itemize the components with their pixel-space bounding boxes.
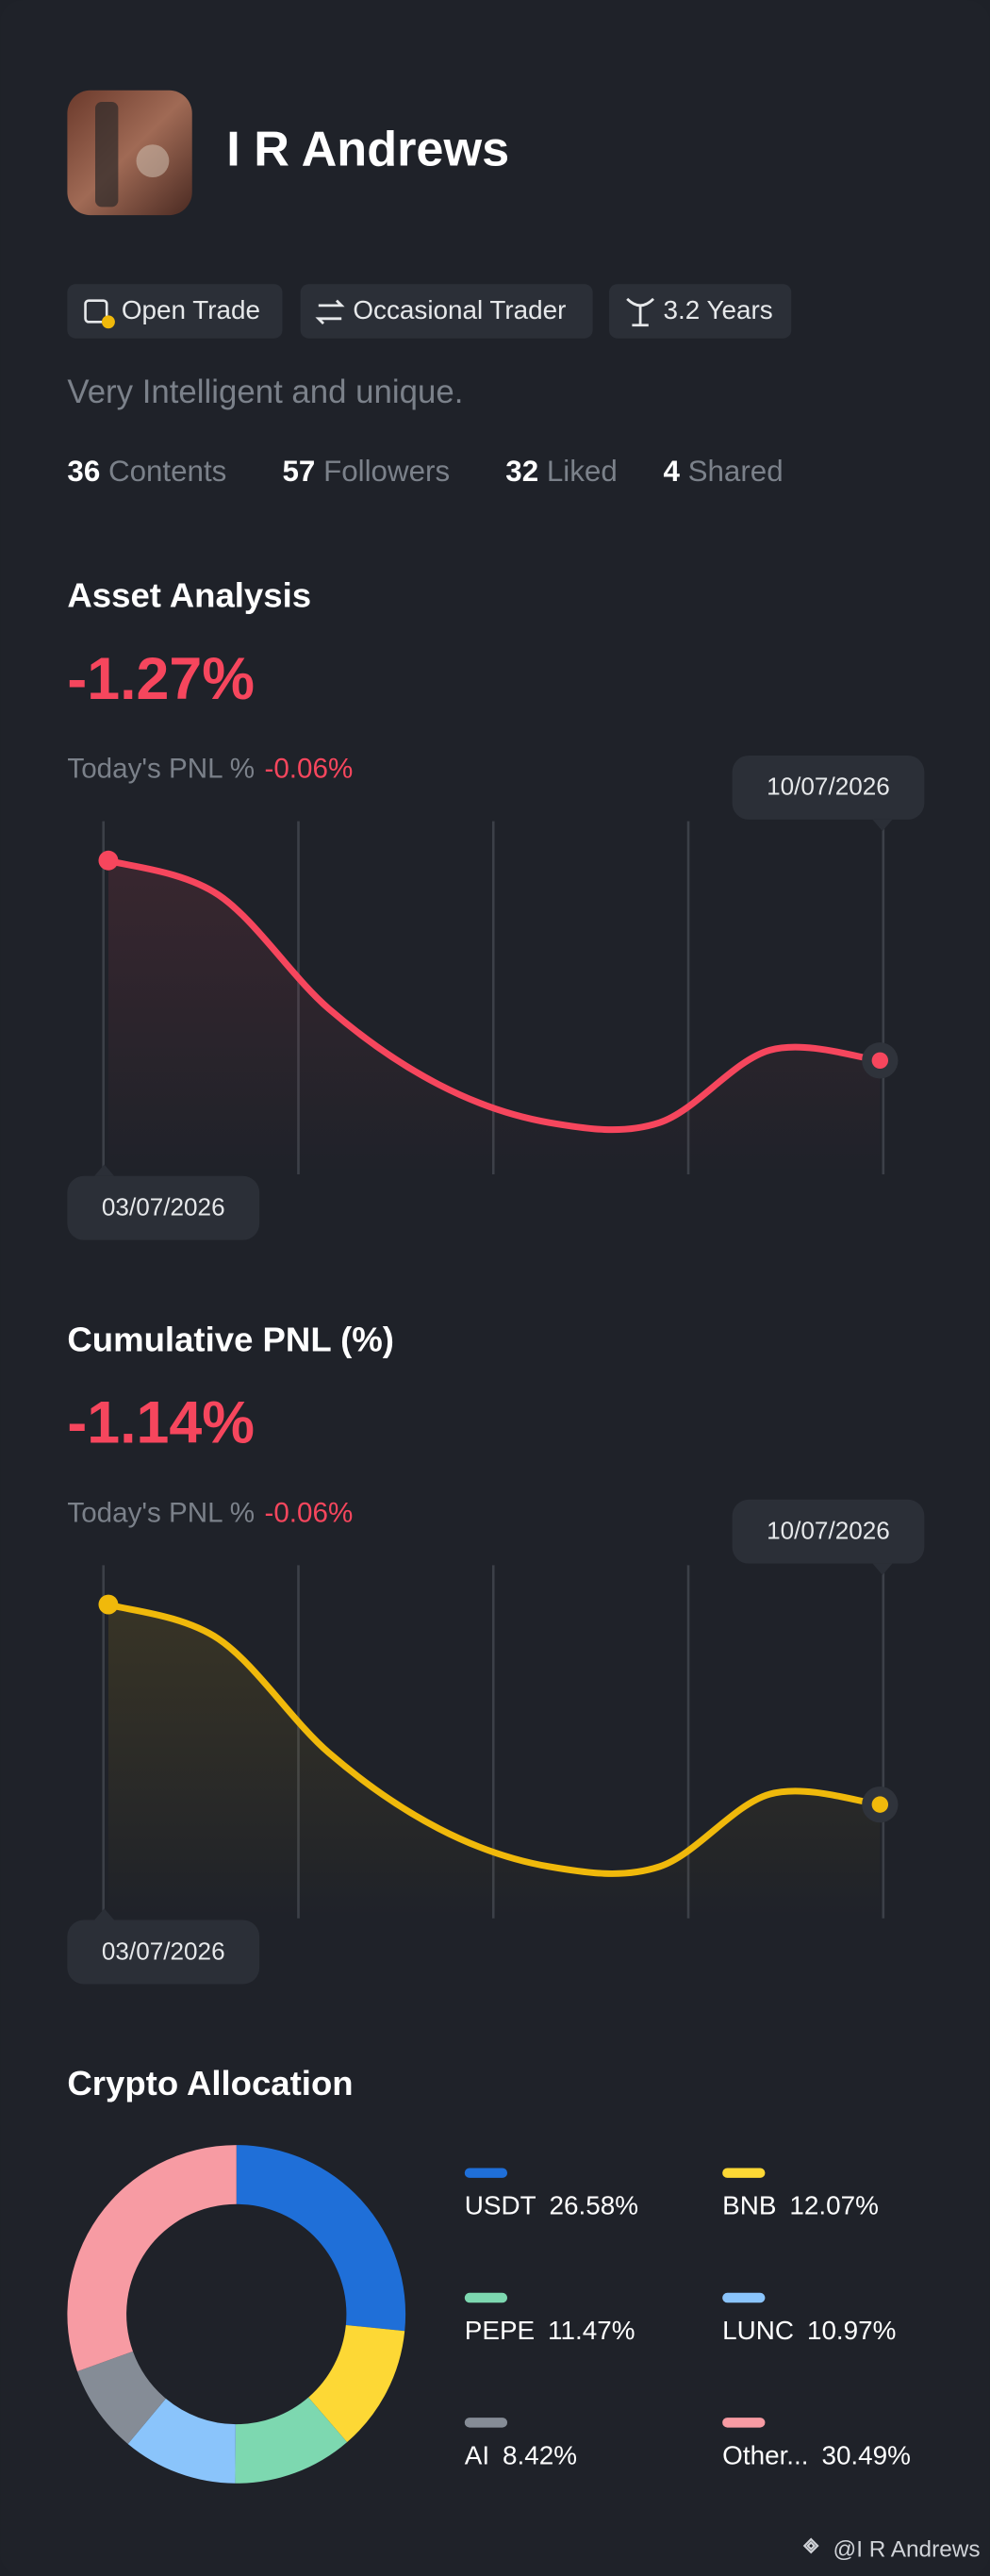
tag: Occasional Trader bbox=[300, 284, 593, 339]
tooltip-box bbox=[732, 1499, 925, 1564]
tooltip-box bbox=[67, 1920, 260, 1985]
pnl-label: Today's PNL % bbox=[67, 753, 255, 784]
legend-swatch bbox=[722, 2168, 766, 2178]
stat-label: Shared bbox=[688, 455, 784, 488]
legend-value: 11.47% bbox=[548, 2316, 635, 2345]
date-tooltip: 03/07/2026 bbox=[67, 1164, 260, 1240]
end-point bbox=[871, 1796, 889, 1813]
line bbox=[105, 1601, 883, 1877]
avatar-detail bbox=[95, 101, 119, 208]
stat-value: 36 bbox=[67, 455, 100, 488]
donut-slice bbox=[235, 2397, 348, 2484]
legend-item: BNB 12.07% bbox=[722, 2168, 879, 2220]
donut-slice bbox=[76, 2351, 166, 2444]
tooltip-date: 03/07/2026 bbox=[102, 1936, 225, 1965]
date-tooltip: 10/07/2026 bbox=[732, 755, 925, 832]
legend-swatch bbox=[722, 2418, 766, 2428]
tag: Open Trade bbox=[67, 284, 283, 339]
section-title: Cumulative PNL (%) bbox=[67, 1320, 394, 1358]
tag-icon bbox=[101, 315, 115, 329]
legend-swatch bbox=[464, 2418, 508, 2428]
end-point bbox=[871, 1052, 889, 1070]
pnl-value: -0.06% bbox=[265, 1497, 354, 1528]
section-title: Asset Analysis bbox=[67, 575, 311, 614]
tag-label: Occasional Trader bbox=[353, 295, 566, 324]
tooltip-box bbox=[67, 1175, 260, 1240]
donut-slice bbox=[236, 2145, 406, 2332]
stat-label: Liked bbox=[547, 455, 618, 488]
donut-slice bbox=[67, 2145, 237, 2372]
legend-name: Other... bbox=[722, 2440, 808, 2469]
date-tooltip: 03/07/2026 bbox=[67, 1908, 260, 1985]
watermark-text: @I R Andrews bbox=[833, 2537, 980, 2563]
tag-icon bbox=[84, 299, 108, 324]
tooltip-date: 03/07/2026 bbox=[102, 1192, 225, 1221]
bio: Very Intelligent and unique. bbox=[67, 374, 463, 410]
stat-value: 4 bbox=[663, 455, 680, 488]
tooltip-pointer bbox=[94, 1164, 115, 1176]
date-tooltip: 10/07/2026 bbox=[732, 1499, 925, 1575]
legend-name: USDT bbox=[465, 2191, 536, 2220]
legend-item: USDT 26.58% bbox=[464, 2168, 639, 2220]
section-title: Crypto Allocation bbox=[67, 2064, 353, 2102]
legend-item: AI 8.42% bbox=[464, 2418, 577, 2469]
avatar[interactable] bbox=[67, 90, 192, 216]
pnl-value: -0.06% bbox=[265, 753, 354, 784]
avatar-detail bbox=[136, 144, 170, 178]
tooltip-box bbox=[732, 755, 925, 820]
tooltip-pointer bbox=[94, 1908, 115, 1920]
tooltip-pointer bbox=[872, 819, 893, 832]
legend-swatch bbox=[464, 2292, 508, 2303]
tag-box bbox=[300, 284, 593, 339]
legend-value: 30.49% bbox=[821, 2440, 910, 2469]
legend-item: LUNC 10.97% bbox=[722, 2292, 896, 2345]
legend-value: 10.97% bbox=[807, 2316, 896, 2345]
legend-item: PEPE 11.47% bbox=[464, 2292, 635, 2345]
tag-box bbox=[609, 284, 792, 339]
legend-item: Other... 30.49% bbox=[722, 2418, 911, 2469]
legend-name: BNB bbox=[722, 2191, 776, 2220]
tooltip-pointer bbox=[872, 1563, 893, 1575]
line-area bbox=[107, 1604, 881, 1919]
legend-value: 26.58% bbox=[550, 2191, 639, 2220]
tag-box bbox=[67, 284, 283, 339]
tag-icon bbox=[626, 297, 655, 327]
line-area bbox=[107, 860, 881, 1175]
headline-value: -1.14% bbox=[67, 1390, 255, 1456]
legend-name: LUNC bbox=[722, 2316, 794, 2345]
tag: 3.2 Years bbox=[609, 284, 792, 339]
legend-value: 8.42% bbox=[503, 2440, 577, 2469]
tooltip-date: 10/07/2026 bbox=[767, 773, 890, 801]
tooltip-date: 10/07/2026 bbox=[767, 1516, 890, 1544]
stat-value: 32 bbox=[505, 455, 538, 488]
watermark-icon bbox=[802, 2537, 819, 2554]
donut-slice bbox=[127, 2398, 236, 2484]
donut-slice bbox=[308, 2325, 405, 2443]
legend-name: AI bbox=[465, 2440, 489, 2469]
user-name: I R Andrews bbox=[226, 123, 509, 177]
tag-icon bbox=[315, 299, 345, 325]
headline-value: -1.27% bbox=[67, 646, 255, 712]
line bbox=[105, 856, 883, 1134]
tag-label: 3.2 Years bbox=[663, 295, 772, 324]
tag-label: Open Trade bbox=[122, 295, 260, 324]
pnl-label: Today's PNL % bbox=[67, 1497, 255, 1528]
legend-value: 12.07% bbox=[789, 2191, 879, 2220]
stat-label: Contents bbox=[108, 455, 226, 488]
stat-value: 57 bbox=[283, 455, 316, 488]
start-point bbox=[98, 850, 119, 871]
legend-name: PEPE bbox=[465, 2316, 535, 2345]
legend-swatch bbox=[464, 2168, 508, 2178]
legend-swatch bbox=[722, 2292, 766, 2303]
start-point bbox=[98, 1594, 119, 1615]
stat-label: Followers bbox=[323, 455, 450, 488]
watermark: @I R Andrews bbox=[802, 2537, 981, 2563]
